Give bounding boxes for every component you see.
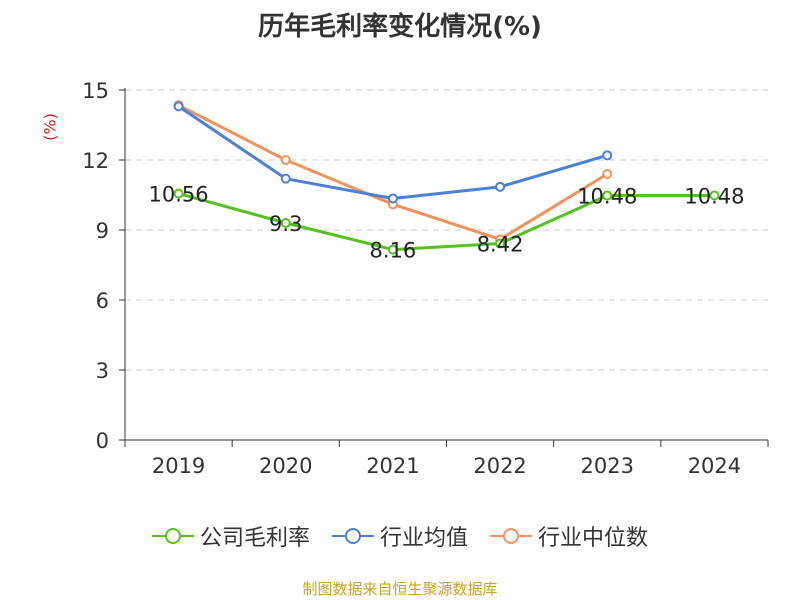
legend-item-company[interactable]: 公司毛利率 xyxy=(151,520,310,552)
data-point xyxy=(173,188,184,199)
x-tick-label: 2020 xyxy=(259,454,312,478)
legend-marker-icon xyxy=(490,528,532,544)
data-label: 9.3 xyxy=(269,212,302,236)
series-line xyxy=(177,103,609,241)
data-point xyxy=(173,101,184,112)
legend-label: 行业均值 xyxy=(379,526,468,551)
legend-label: 行业中位数 xyxy=(538,526,649,551)
data-point xyxy=(709,190,720,201)
data-point xyxy=(280,155,291,165)
legend-marker-icon xyxy=(151,528,194,544)
legend-label: 公司毛利率 xyxy=(199,526,310,551)
legend-item-industry-median[interactable]: 行业中位数 xyxy=(490,520,648,552)
data-point xyxy=(387,193,398,204)
y-tick-label: 12 xyxy=(82,149,109,173)
x-tick-label: 2022 xyxy=(473,454,526,478)
series-line xyxy=(178,192,715,252)
data-point xyxy=(602,190,613,201)
data-label: 8.42 xyxy=(477,233,524,257)
data-point xyxy=(387,244,398,255)
series-line xyxy=(177,105,608,200)
legend: 公司毛利率 行业均值 行业中位数 xyxy=(0,520,800,552)
x-tick-label: 2019 xyxy=(152,454,205,478)
data-point xyxy=(495,238,506,249)
data-point xyxy=(280,173,291,184)
x-tick-label: 2021 xyxy=(366,454,419,478)
data-label: 8.16 xyxy=(370,239,417,263)
data-label: 10.48 xyxy=(577,184,637,208)
y-tick-label: 9 xyxy=(96,219,109,243)
x-tick-label: 2023 xyxy=(581,454,634,478)
data-label: 10.56 xyxy=(149,183,209,207)
data-point xyxy=(495,181,506,192)
data-point xyxy=(280,218,291,228)
chart-title: 历年毛利率变化情况(%) xyxy=(258,12,542,42)
chart-plot: 0 3 6 9 12 15 2019 2020 2021 2022 2023 2024 10.56 9.3… xyxy=(82,79,769,478)
data-point xyxy=(602,150,613,161)
source-note: 制图数据来自恒生聚源数据库 xyxy=(302,580,498,598)
legend-marker-icon xyxy=(331,528,374,544)
y-tick-label: 6 xyxy=(96,289,109,313)
data-point xyxy=(602,169,613,179)
data-label: 10.48 xyxy=(684,184,744,208)
x-tick-label: 2024 xyxy=(688,454,741,478)
y-tick-label: 3 xyxy=(96,359,109,383)
legend-item-industry-mean[interactable]: 行业均值 xyxy=(331,520,468,552)
y-tick-label: 0 xyxy=(96,429,109,453)
y-tick-label: 15 xyxy=(82,79,109,103)
